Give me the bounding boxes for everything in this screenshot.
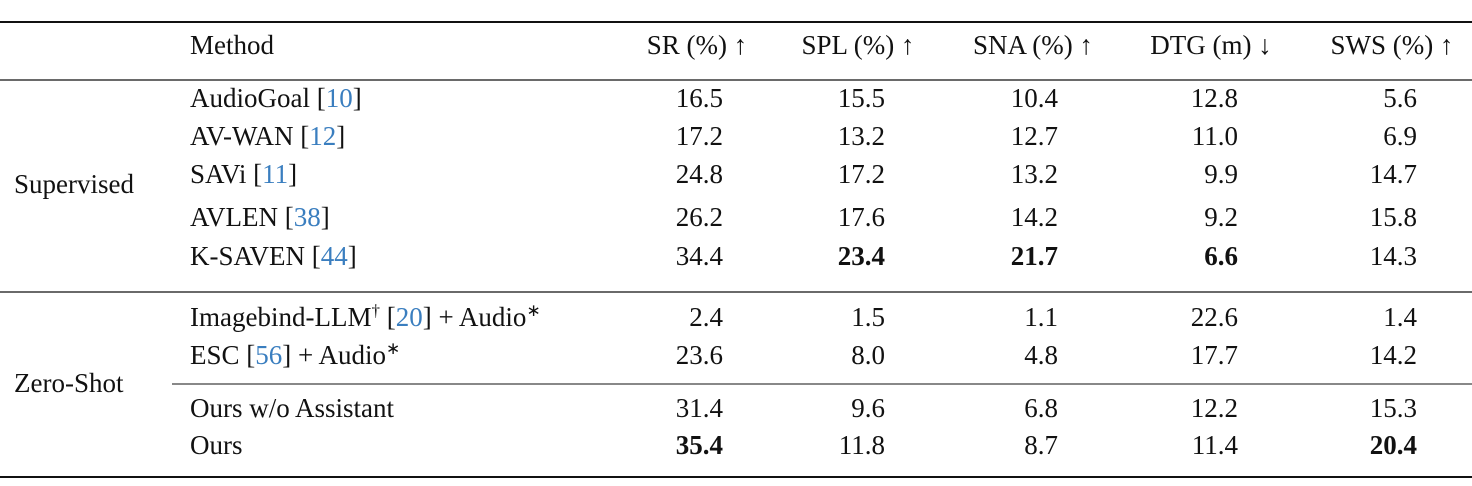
metric-cell: 26.2	[676, 202, 723, 232]
method-text: [	[380, 302, 396, 332]
citation: 11	[262, 159, 288, 189]
metric-cell: 34.4	[676, 241, 724, 271]
method-name: Ours	[190, 430, 243, 460]
metric-cell: 15.3	[1370, 393, 1417, 423]
metric-cell: 15.5	[838, 83, 885, 113]
method-name: SAVi [11]	[190, 159, 297, 189]
metric-cell: 20.4	[1370, 430, 1417, 460]
metric-cell: 12.2	[1191, 393, 1238, 423]
method-name: Ours w/o Assistant	[190, 393, 395, 423]
citation: 20	[396, 302, 423, 332]
method-text: ]	[353, 83, 362, 113]
method-text: AudioGoal [	[190, 83, 326, 113]
method-text: SAVi [	[190, 159, 262, 189]
metric-cell: 1.4	[1383, 302, 1417, 332]
method-text: ] + Audio	[423, 302, 527, 332]
metric-cell: 24.8	[676, 159, 723, 189]
metric-cell: 1.5	[851, 302, 885, 332]
metric-cell: 8.7	[1024, 430, 1058, 460]
metric-cell: 2.4	[689, 302, 723, 332]
metric-cell: 17.2	[676, 121, 723, 151]
method-name: ESC [56] + Audio∗	[190, 339, 400, 370]
method-name: AudioGoal [10]	[190, 83, 362, 113]
method-text: Imagebind-LLM	[190, 302, 371, 332]
citation: 56	[255, 340, 282, 370]
header-cell: SR (%) ↑	[647, 30, 748, 60]
metric-cell: 17.2	[838, 159, 885, 189]
metric-cell: 14.7	[1370, 159, 1417, 189]
metric-cell: 8.0	[851, 340, 885, 370]
metric-cell: 11.8	[839, 430, 885, 460]
metric-cell: 22.6	[1191, 302, 1238, 332]
metric-cell: 13.2	[1011, 159, 1058, 189]
method-text: K-SAVEN [	[190, 241, 321, 271]
metric-cell: 12.8	[1191, 83, 1238, 113]
header-cell: Method	[190, 30, 274, 60]
header-cell: SWS (%) ↑	[1331, 30, 1454, 60]
metric-cell: 17.6	[838, 202, 885, 232]
method-text: ]	[348, 241, 357, 271]
header-cell: SNA (%) ↑	[973, 30, 1093, 60]
group-label: Supervised	[14, 169, 134, 199]
metric-cell: 23.6	[676, 340, 723, 370]
group-label: Zero-Shot	[14, 368, 124, 398]
metric-cell: 21.7	[1011, 241, 1058, 271]
metric-cell: 14.3	[1370, 241, 1417, 271]
metric-cell: 11.4	[1192, 430, 1239, 460]
citation: 38	[294, 202, 321, 232]
metric-cell: 23.4	[838, 241, 885, 271]
metric-cell: 4.8	[1024, 340, 1058, 370]
citation: 44	[321, 241, 349, 271]
metric-cell: 6.9	[1383, 121, 1417, 151]
superscript: ∗	[386, 339, 400, 358]
metric-cell: 1.1	[1024, 302, 1058, 332]
method-name: AV-WAN [12]	[190, 121, 345, 151]
superscript: ∗	[526, 301, 540, 320]
method-name: AVLEN [38]	[190, 202, 330, 232]
method-text: ]	[321, 202, 330, 232]
method-text: ]	[288, 159, 297, 189]
metric-cell: 9.9	[1204, 159, 1238, 189]
metric-cell: 5.6	[1383, 83, 1417, 113]
metric-cell: 11.0	[1192, 121, 1238, 151]
metric-cell: 12.7	[1011, 121, 1058, 151]
metric-cell: 9.6	[851, 393, 885, 423]
metric-cell: 31.4	[676, 393, 724, 423]
metric-cell: 13.2	[838, 121, 885, 151]
metric-cell: 9.2	[1204, 202, 1238, 232]
metric-cell: 6.8	[1024, 393, 1058, 423]
method-text: ] + Audio	[282, 340, 386, 370]
method-text: ]	[336, 121, 345, 151]
method-name: K-SAVEN [44]	[190, 241, 357, 271]
method-text: Ours	[190, 430, 243, 460]
metric-cell: 16.5	[676, 83, 723, 113]
metric-cell: 35.4	[676, 430, 723, 460]
metric-cell: 15.8	[1370, 202, 1417, 232]
metric-cell: 6.6	[1204, 241, 1238, 271]
metric-cell: 14.2	[1011, 202, 1058, 232]
citation: 10	[326, 83, 353, 113]
method-text: AVLEN [	[190, 202, 294, 232]
citation: 12	[309, 121, 336, 151]
method-name: Imagebind-LLM† [20] + Audio∗	[190, 301, 541, 332]
metric-cell: 10.4	[1011, 83, 1059, 113]
header-cell: DTG (m) ↓	[1150, 30, 1271, 60]
method-text: Ours w/o Assistant	[190, 393, 395, 423]
header-cell: SPL (%) ↑	[802, 30, 915, 60]
method-text: ESC [	[190, 340, 255, 370]
metric-cell: 14.2	[1370, 340, 1417, 370]
method-text: AV-WAN [	[190, 121, 309, 151]
superscript: †	[371, 301, 380, 320]
metric-cell: 17.7	[1191, 340, 1238, 370]
